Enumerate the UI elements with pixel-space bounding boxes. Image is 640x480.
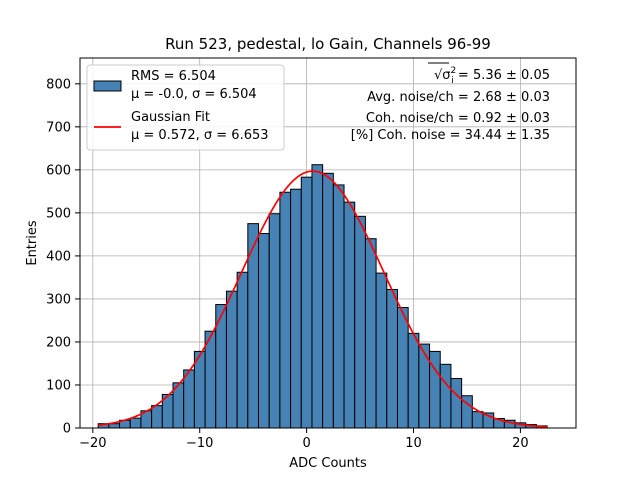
histogram-bar bbox=[129, 417, 142, 429]
gaussian-fit-curve bbox=[98, 170, 548, 428]
legend: RMS = 6.504 μ = -0.0, σ = 6.504 Gaussian… bbox=[86, 64, 285, 151]
histogram-bar bbox=[407, 332, 420, 429]
histogram-bar bbox=[364, 238, 377, 429]
legend-entry-fit: Gaussian Fit bbox=[131, 110, 210, 125]
legend-box bbox=[86, 64, 285, 151]
chart-title: Run 523, pedestal, lo Gain, Channels 96-… bbox=[165, 35, 491, 53]
legend-entry-rms: RMS = 6.504 bbox=[131, 69, 216, 84]
y-axis-label: Entries bbox=[25, 220, 40, 266]
histogram-bar bbox=[396, 307, 409, 429]
y-tick-label: 400 bbox=[46, 249, 71, 264]
sqrt-sigma-symbol: √σ bbox=[434, 68, 451, 83]
legend-swatch-histogram bbox=[93, 80, 122, 92]
legend-entry-rms-params: μ = -0.0, σ = 6.504 bbox=[131, 87, 257, 102]
histogram-bar bbox=[279, 191, 292, 429]
histogram-bar bbox=[375, 272, 388, 429]
histogram-bar bbox=[268, 213, 281, 429]
y-tick-label: 700 bbox=[46, 120, 71, 135]
histogram-bar bbox=[386, 288, 398, 429]
sigma-subscript: i bbox=[451, 76, 454, 86]
y-tick-label: 300 bbox=[46, 292, 71, 307]
histogram-bars bbox=[97, 164, 548, 429]
histogram-bar bbox=[354, 215, 366, 429]
histogram-bar bbox=[450, 378, 463, 429]
histogram-bar bbox=[418, 343, 431, 429]
y-tick-label: 0 bbox=[63, 422, 71, 437]
histogram-bar bbox=[300, 176, 313, 429]
y-tick-label: 500 bbox=[46, 206, 71, 221]
x-tick-label: −10 bbox=[186, 436, 213, 451]
x-axis-label: ADC Counts bbox=[289, 456, 367, 471]
coh-noise-annotation: Coh. noise/ch = 0.92 ± 0.03 bbox=[366, 111, 550, 126]
histogram-bar bbox=[193, 350, 206, 429]
x-tick-label: 10 bbox=[405, 436, 422, 451]
y-tick-label: 200 bbox=[46, 335, 71, 350]
histogram-bar bbox=[225, 290, 238, 429]
x-tick-label: 0 bbox=[302, 436, 310, 451]
y-tick-label: 100 bbox=[46, 378, 71, 393]
plot-frame bbox=[79, 57, 577, 429]
noise-annotations: √σ2 i = 5.36 ± 0.05 Avg. noise/ch = 2.68 … bbox=[351, 62, 550, 143]
y-tick-label: 600 bbox=[46, 163, 71, 178]
histogram-bar bbox=[439, 363, 452, 429]
histogram-bar bbox=[311, 164, 324, 429]
coherent-sigma-annotation: √σ2 i = 5.36 ± 0.05 bbox=[434, 66, 550, 86]
histogram-bar bbox=[290, 188, 302, 429]
x-tick-label: 20 bbox=[512, 436, 529, 451]
sigma-superscript: 2 bbox=[451, 66, 457, 76]
avg-noise-annotation: Avg. noise/ch = 2.68 ± 0.03 bbox=[367, 90, 550, 105]
histogram-bar bbox=[258, 233, 270, 429]
coh-noise-percent-annotation: [%] Coh. noise = 34.44 ± 1.35 bbox=[351, 128, 550, 143]
histogram-bar bbox=[332, 184, 345, 429]
histogram-bar bbox=[183, 369, 195, 429]
x-tick-label: −20 bbox=[79, 436, 106, 451]
histogram-bar bbox=[236, 271, 249, 429]
histogram-bar bbox=[204, 330, 217, 429]
coherent-sigma-value: = 5.36 ± 0.05 bbox=[454, 68, 550, 83]
legend-entry-fit-params: μ = 0.572, σ = 6.653 bbox=[131, 128, 269, 143]
histogram-bar bbox=[151, 405, 163, 429]
histogram-bar bbox=[343, 201, 356, 429]
histogram-bar bbox=[322, 172, 334, 429]
y-tick-label: 800 bbox=[46, 77, 71, 92]
histogram-bar bbox=[471, 411, 484, 429]
